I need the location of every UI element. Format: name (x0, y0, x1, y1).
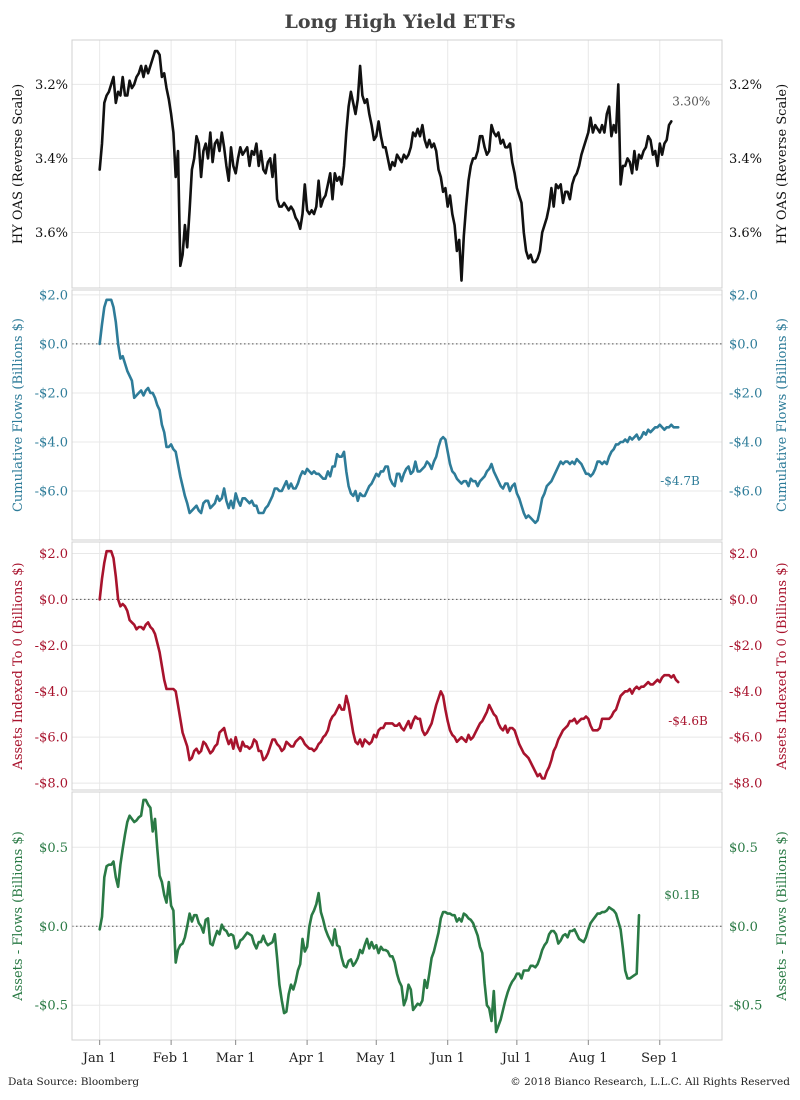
y-tick-label-right: -$2.0 (729, 386, 762, 401)
series-line-4 (98, 798, 641, 1034)
panel-3: $2.0 $2.0 $0.0 $0.0 -$2.0 -$2.0 -$4.0 -$4.0 -$6.… (11, 541, 790, 792)
y-tick-label-right: 3.2% (729, 78, 762, 93)
y-tick-label-right: $0.5 (729, 841, 758, 856)
y-tick-label-right: $0.0 (729, 920, 758, 935)
x-tick-label: Jul 1 (500, 1051, 532, 1066)
x-tick-label: Mar 1 (216, 1051, 256, 1066)
y-tick-label-right: -$4.0 (729, 435, 762, 450)
y-axis-title-left: HY OAS (Reverse Scale) (11, 84, 26, 244)
y-tick-label-left: -$2.0 (35, 386, 68, 401)
data-source-note: Data Source: Bloomberg (8, 1076, 140, 1088)
y-axis-title-left: Assets - Flows (Billions $) (11, 831, 26, 1002)
end-value-label: -$4.6B (668, 714, 708, 728)
end-value-label: 3.30% (672, 94, 710, 108)
y-axis-title-right: HY OAS (Reverse Scale) (775, 84, 790, 244)
y-tick-label-left: -$6.0 (35, 484, 68, 499)
x-tick-label: Sep 1 (641, 1051, 678, 1066)
panel-frame (71, 791, 723, 1041)
y-tick-label-left: -$4.0 (35, 685, 68, 700)
panel-1: 3.2% 3.2% 3.4% 3.4% 3.6% 3.6% HY OAS (Reverse … (11, 39, 790, 289)
y-tick-label-left: -$6.0 (35, 731, 68, 746)
y-tick-label-left: $0.5 (39, 841, 68, 856)
y-tick-label-right: $0.0 (729, 337, 758, 352)
y-tick-label-right: -$0.5 (729, 999, 762, 1014)
y-tick-label-left: -$0.5 (35, 999, 68, 1014)
y-tick-label-left: $0.0 (39, 337, 68, 352)
panel-4: $0.5 $0.5 $0.0 $0.0 -$0.5 -$0.5 Assets - Flows… (11, 791, 790, 1041)
y-tick-label-left: 3.4% (35, 152, 68, 167)
x-tick-label: Jun 1 (429, 1051, 465, 1066)
x-tick-label: Feb 1 (153, 1051, 190, 1066)
panel-frame (71, 541, 723, 791)
x-tick-label: Jan 1 (81, 1051, 117, 1066)
y-tick-label-left: $2.0 (39, 547, 68, 562)
y-tick-label-left: $2.0 (39, 288, 68, 303)
end-value-label: -$4.7B (660, 474, 700, 488)
y-tick-label-left: -$2.0 (35, 639, 68, 654)
x-tick-label: May 1 (356, 1051, 397, 1066)
y-tick-label-right: $2.0 (729, 547, 758, 562)
y-axis-title-left: Cumulative Flows (Billions $) (11, 318, 26, 512)
y-tick-label-left: -$4.0 (35, 435, 68, 450)
y-tick-label-left: $0.0 (39, 593, 68, 608)
end-value-label: $0.1B (664, 888, 700, 902)
y-tick-label-right: $0.0 (729, 593, 758, 608)
panel-2: $2.0 $2.0 $0.0 $0.0 -$2.0 -$2.0 -$4.0 -$4.0 -$6.… (11, 288, 790, 541)
y-tick-label-left: -$8.0 (35, 777, 68, 792)
panel-frame (71, 289, 723, 541)
y-tick-label-right: -$6.0 (729, 731, 762, 746)
panel-frame (71, 39, 723, 289)
y-axis-title-right: Assets - Flows (Billions $) (775, 831, 790, 1002)
chart-title: Long High Yield ETFs (284, 11, 515, 33)
y-tick-label-right: -$8.0 (729, 777, 762, 792)
copyright-note: © 2018 Bianco Research, L.L.C. All Right… (510, 1076, 790, 1088)
y-tick-label-right: -$6.0 (729, 484, 762, 499)
y-tick-label-right: -$4.0 (729, 685, 762, 700)
y-tick-label-right: 3.4% (729, 152, 762, 167)
y-tick-label-left: $0.0 (39, 920, 68, 935)
y-tick-label-right: 3.6% (729, 226, 762, 241)
y-tick-label-left: 3.2% (35, 78, 68, 93)
y-tick-label-left: 3.6% (35, 226, 68, 241)
panels-layer: 3.2% 3.2% 3.4% 3.4% 3.6% 3.6% HY OAS (Reverse … (11, 39, 790, 1041)
y-axis-title-left: Assets Indexed To 0 (Billions $) (11, 562, 26, 770)
x-tick-label: Apr 1 (288, 1051, 325, 1066)
x-axis: Jan 1 Feb 1 Mar 1 Apr 1 May 1 Jun 1 Jul 1 Aug 1… (81, 1040, 678, 1066)
y-tick-label-right: $2.0 (729, 288, 758, 303)
series-line-2 (98, 298, 680, 525)
y-axis-title-right: Cumulative Flows (Billions $) (775, 318, 790, 512)
x-tick-label: Aug 1 (568, 1051, 608, 1066)
y-tick-label-right: -$2.0 (729, 639, 762, 654)
series-line-1 (98, 49, 673, 282)
y-axis-title-right: Assets Indexed To 0 (Billions $) (775, 562, 790, 770)
series-line-3 (98, 549, 680, 780)
